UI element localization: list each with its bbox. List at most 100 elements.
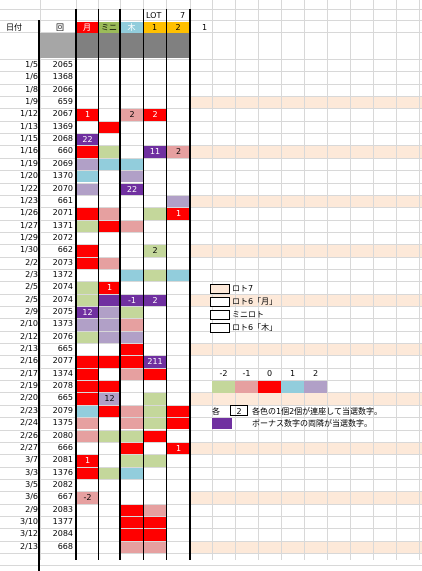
number-cell[interactable]: 1 <box>167 208 190 220</box>
number-cell[interactable] <box>99 529 120 540</box>
number-cell[interactable] <box>77 245 98 257</box>
number-cell[interactable] <box>144 480 166 491</box>
number-cell[interactable] <box>99 72 120 83</box>
number-cell[interactable]: 1 <box>77 109 98 121</box>
number-cell[interactable] <box>144 184 166 195</box>
number-cell[interactable] <box>121 393 143 404</box>
number-cell[interactable] <box>99 443 120 454</box>
column-header-1[interactable]: ミニ <box>98 22 120 33</box>
number-cell[interactable] <box>99 307 120 319</box>
number-cell[interactable] <box>121 405 143 418</box>
number-cell[interactable] <box>77 381 98 393</box>
number-cell[interactable] <box>144 208 166 220</box>
number-cell[interactable] <box>77 430 98 442</box>
number-cell[interactable] <box>167 221 190 232</box>
number-cell[interactable] <box>121 208 143 219</box>
number-cell[interactable] <box>77 405 98 418</box>
number-cell[interactable] <box>99 121 120 134</box>
number-cell[interactable]: 1 <box>77 455 98 467</box>
number-cell[interactable] <box>77 480 98 491</box>
number-cell[interactable] <box>144 516 166 529</box>
number-cell[interactable] <box>99 171 120 182</box>
number-cell[interactable] <box>167 195 190 208</box>
number-cell[interactable] <box>167 60 190 71</box>
number-cell[interactable] <box>77 529 98 540</box>
number-cell[interactable] <box>167 295 190 306</box>
number-cell[interactable] <box>121 258 143 269</box>
number-cell[interactable] <box>121 233 143 244</box>
number-cell[interactable] <box>99 270 120 281</box>
number-cell[interactable] <box>99 418 120 429</box>
number-cell[interactable] <box>77 294 98 306</box>
number-cell[interactable] <box>144 541 166 553</box>
number-cell[interactable]: 211 <box>144 356 166 368</box>
number-cell[interactable] <box>144 344 166 355</box>
number-cell[interactable] <box>167 134 190 145</box>
number-cell[interactable] <box>167 332 190 343</box>
number-cell[interactable] <box>99 245 120 256</box>
number-cell[interactable] <box>77 257 98 269</box>
number-cell[interactable] <box>99 319 120 331</box>
number-cell[interactable] <box>167 505 190 516</box>
number-cell[interactable] <box>167 233 190 244</box>
number-cell[interactable] <box>121 331 143 344</box>
number-cell[interactable] <box>99 480 120 491</box>
number-cell[interactable] <box>167 109 190 120</box>
number-cell[interactable] <box>121 269 143 282</box>
number-cell[interactable] <box>121 516 143 529</box>
number-cell[interactable] <box>144 468 166 479</box>
number-cell[interactable] <box>121 60 143 71</box>
number-cell[interactable] <box>77 542 98 553</box>
number-cell[interactable] <box>99 196 120 207</box>
number-cell[interactable] <box>121 504 143 516</box>
number-cell[interactable] <box>167 307 190 318</box>
number-cell[interactable]: 2 <box>144 109 166 121</box>
number-cell[interactable] <box>167 356 190 367</box>
column-header-4[interactable]: 2 <box>166 22 190 33</box>
number-cell[interactable] <box>99 356 120 368</box>
number-cell[interactable]: 12 <box>77 307 98 319</box>
number-cell[interactable] <box>144 258 166 269</box>
number-cell[interactable] <box>121 282 143 293</box>
number-cell[interactable] <box>77 122 98 133</box>
number-cell[interactable] <box>77 505 98 516</box>
number-cell[interactable] <box>121 455 143 467</box>
number-cell[interactable] <box>77 319 98 331</box>
number-cell[interactable] <box>77 467 98 479</box>
number-cell[interactable] <box>121 529 143 541</box>
number-cell[interactable] <box>99 208 120 220</box>
number-cell[interactable] <box>99 369 120 380</box>
number-cell[interactable] <box>99 505 120 516</box>
number-cell[interactable] <box>99 294 120 306</box>
number-cell[interactable] <box>77 146 98 158</box>
number-cell[interactable] <box>77 208 98 220</box>
number-cell[interactable] <box>121 220 143 232</box>
number-cell[interactable]: 22 <box>77 134 98 146</box>
number-cell[interactable] <box>144 307 166 318</box>
number-cell[interactable] <box>144 504 166 516</box>
number-cell[interactable] <box>144 492 166 503</box>
number-cell[interactable] <box>99 85 120 96</box>
number-cell[interactable] <box>167 381 190 392</box>
number-cell[interactable] <box>144 332 166 343</box>
number-cell[interactable] <box>77 97 98 108</box>
number-cell[interactable] <box>99 134 120 145</box>
number-cell[interactable] <box>144 319 166 330</box>
number-cell[interactable] <box>99 184 120 195</box>
number-cell[interactable]: 2 <box>144 245 166 257</box>
number-cell[interactable] <box>144 221 166 232</box>
number-cell[interactable] <box>99 467 120 479</box>
number-cell[interactable] <box>77 171 98 183</box>
number-cell[interactable] <box>121 97 143 108</box>
number-cell[interactable] <box>167 468 190 479</box>
number-cell[interactable] <box>77 233 98 244</box>
number-cell[interactable] <box>121 541 143 553</box>
number-cell[interactable] <box>77 196 98 207</box>
number-cell[interactable] <box>144 159 166 170</box>
number-cell[interactable] <box>144 368 166 381</box>
number-cell[interactable] <box>99 381 120 393</box>
number-cell[interactable] <box>167 171 190 182</box>
number-cell[interactable] <box>144 171 166 182</box>
number-cell[interactable] <box>144 60 166 71</box>
